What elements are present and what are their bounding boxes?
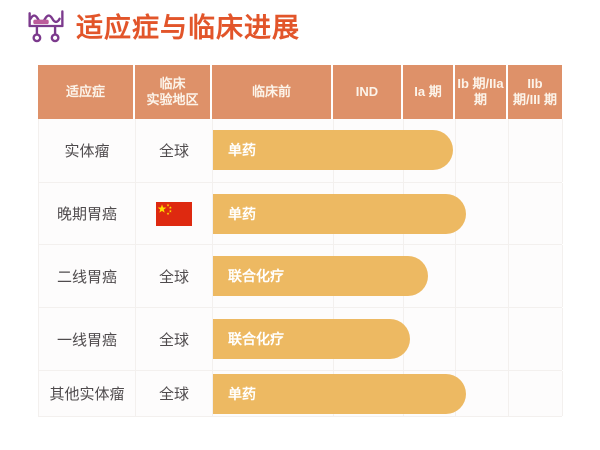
table-row-advanced-gastric-cancer: 晚期胃癌 单药 (38, 183, 563, 245)
progress-bar: 联合化疗 (213, 319, 410, 359)
bar-label: 单药 (228, 142, 256, 158)
phase-cell (404, 245, 456, 307)
phase-cell (509, 245, 563, 307)
phase-cell (509, 371, 563, 416)
column-header-indication: 适应症 (38, 65, 135, 119)
slide-header: 适应症与临床进展 (26, 6, 300, 45)
bar-label: 单药 (228, 206, 256, 222)
bar-label: 联合化疗 (228, 331, 284, 347)
table-row-solid-tumor: 实体瘤 全球 单药 (38, 119, 563, 183)
region-cell: 全球 (136, 119, 213, 182)
page-title: 适应症与临床进展 (76, 13, 300, 43)
progress-bar: 联合化疗 (213, 256, 428, 296)
table-row-second-line-gastric-cancer: 二线胃癌 全球 联合化疗 (38, 245, 563, 308)
region-cell: 全球 (136, 371, 213, 416)
hospital-bed-icon (28, 9, 64, 42)
column-header-phase-ib-iia: Ib 期/IIa 期 (455, 65, 508, 119)
bar-label: 单药 (228, 386, 256, 402)
phase-cell (509, 308, 563, 370)
indication-cell: 其他实体瘤 (39, 371, 136, 416)
column-header-preclinical: 临床前 (212, 65, 333, 119)
phase-cell (456, 119, 509, 182)
region-cell: 全球 (136, 245, 213, 307)
table-row-other-solid-tumors: 其他实体瘤 全球 单药 (38, 371, 563, 417)
phase-cell (456, 183, 509, 244)
indication-cell: 二线胃癌 (39, 245, 136, 307)
progress-bar: 单药 (213, 130, 453, 170)
phase-cell (404, 119, 456, 182)
phase-cell (509, 119, 563, 182)
phase-cell (456, 371, 509, 416)
phase-cell (509, 183, 563, 244)
clinical-progress-table: 适应症 临床 实验地区 临床前 IND Ia 期 Ib 期/IIa 期 IIb … (38, 65, 563, 417)
column-header-trial-region: 临床 实验地区 (135, 65, 212, 119)
column-header-phase-ia: Ia 期 (403, 65, 455, 119)
phase-cell (456, 308, 509, 370)
progress-bar: 单药 (213, 374, 466, 414)
phase-cell (456, 245, 509, 307)
region-cell (136, 183, 213, 244)
table-row-first-line-gastric-cancer: 一线胃癌 全球 联合化疗 (38, 308, 563, 371)
indication-cell: 晚期胃癌 (39, 183, 136, 244)
column-header-phase-iib-iii: IIb 期/III 期 (508, 65, 562, 119)
column-header-ind: IND (333, 65, 403, 119)
indication-cell: 实体瘤 (39, 119, 136, 182)
region-cell: 全球 (136, 308, 213, 370)
table-body: 实体瘤 全球 单药 晚期胃癌 (38, 119, 563, 417)
progress-bar: 单药 (213, 194, 466, 234)
china-flag-icon (156, 201, 192, 226)
table-header-row: 适应症 临床 实验地区 临床前 IND Ia 期 Ib 期/IIa 期 IIb … (38, 65, 562, 119)
indication-cell: 一线胃癌 (39, 308, 136, 370)
bar-label: 联合化疗 (228, 268, 284, 284)
phase-cell (404, 308, 456, 370)
